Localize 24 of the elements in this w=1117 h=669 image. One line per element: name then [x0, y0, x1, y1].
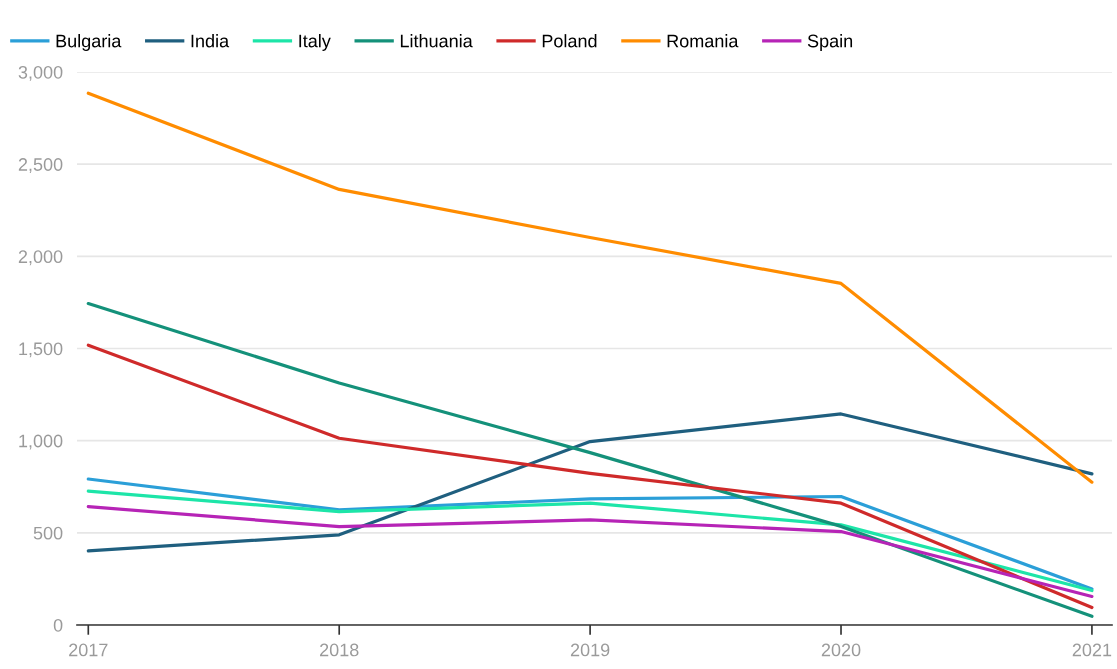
y-tick-label: 1,500: [19, 342, 63, 358]
x-tick-label: 2017: [69, 643, 108, 657]
line-series: [86, 301, 1094, 618]
legend-label: Lithuania: [400, 34, 473, 48]
y-tick-label: 2,500: [18, 158, 63, 174]
x-tick-label: 2021: [1072, 643, 1112, 657]
y-tick-label: 0: [53, 618, 63, 632]
legend-label: Poland: [542, 34, 597, 48]
line-series: [86, 505, 1094, 599]
y-tick-label: 3,000: [18, 65, 63, 81]
x-tick-label: 2020: [821, 643, 861, 657]
legend-label: Romania: [667, 34, 739, 48]
x-tick-label: 2018: [320, 643, 359, 657]
legend-label: Spain: [807, 34, 853, 51]
line-series: [86, 343, 1094, 610]
line-series: [86, 91, 1094, 484]
y-tick-label: 1,000: [19, 434, 63, 450]
y-tick-label: 500: [33, 526, 63, 540]
legend-label: Italy: [299, 34, 331, 51]
y-tick-label: 2,000: [18, 250, 63, 266]
line-series: [86, 412, 1094, 553]
legend-label: Bulgaria: [56, 34, 122, 51]
legend-label: India: [191, 34, 230, 48]
x-tick-label: 2019: [570, 643, 610, 657]
